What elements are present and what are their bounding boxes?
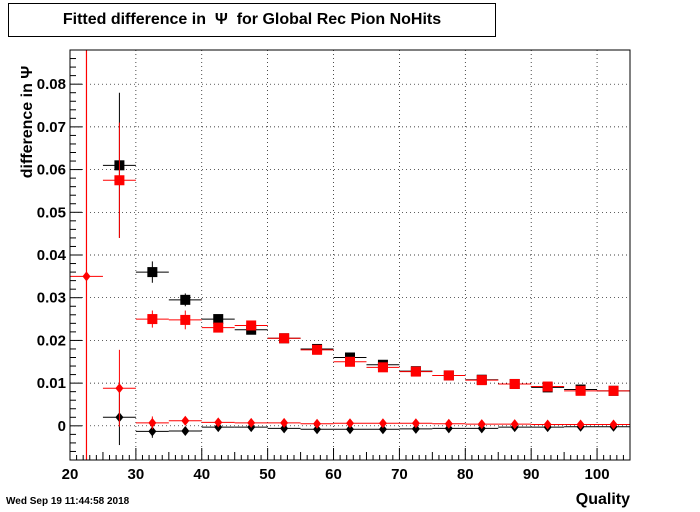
data-point-square [509,378,520,389]
chart-title-box: Fitted difference in Ψ for Global Rec Pi… [8,3,496,37]
x-tick-label: 20 [62,466,79,483]
y-tick-label: 0.07 [37,119,66,136]
x-tick-label: 30 [128,466,145,483]
data-point-diamond [148,417,157,428]
data-point-square [114,175,125,186]
y-axis-label: difference in Ψ [19,65,36,179]
x-tick-label: 40 [193,466,210,483]
x-tick-label: 100 [585,466,610,483]
data-point-diamond [543,419,552,430]
data-point-diamond [82,271,91,282]
x-tick-label: 90 [523,466,540,483]
data-point-square [443,370,454,381]
data-point-square [345,356,355,367]
data-point-square [377,362,388,373]
y-tick-label: 0.02 [37,332,66,349]
data-series [102,122,630,396]
data-series [102,92,630,396]
data-series [102,389,630,446]
data-point-diamond [411,418,420,429]
y-tick-label: 0.06 [37,162,66,179]
data-point-diamond [181,415,190,426]
axis-ticks: 20 30 40 50 60 70 80 90 100 0 0.01 0.02 0.03 0.04 0.05… [37,49,631,483]
data-point-diamond [444,418,453,429]
data-point-square [147,314,158,325]
data-point-diamond [346,418,354,429]
data-point-diamond [411,423,420,434]
data-point-diamond [576,419,585,430]
data-point-diamond [181,425,190,436]
data-point-square [213,322,224,333]
grid [70,50,630,460]
y-tick-label: 0.01 [37,375,66,392]
data-point-square [180,314,191,325]
data-point-diamond [280,423,289,434]
data-point-diamond [214,417,223,428]
chart-title: Fitted difference in Ψ for Global Rec Pi… [62,11,442,28]
data-point-diamond [313,418,322,429]
data-point-square [246,320,257,331]
x-tick-label: 50 [259,466,276,483]
data-point-square [542,381,553,392]
timestamp: Wed Sep 19 11:44:58 2018 [6,496,130,507]
data-point-diamond [609,419,618,430]
data-point-diamond [378,424,387,435]
data-point-diamond [510,419,519,430]
data-series [70,271,630,430]
data-point-square [147,267,158,278]
data-point-square [575,385,586,396]
data-point-diamond [378,418,387,429]
x-tick-label: 70 [391,466,408,483]
data-point-diamond [148,426,157,437]
data-point-square [410,366,421,377]
data-point-square [180,294,191,305]
data-point-diamond [247,417,256,428]
data-point-square [476,375,487,386]
data-point-square [213,314,224,325]
data-point-square [312,344,323,355]
data-point-diamond [477,419,486,430]
data-point-diamond [280,417,289,428]
data-point-square [608,385,619,396]
data-point-diamond [346,424,354,435]
x-axis-label: Quality [575,491,630,508]
y-tick-label: 0.04 [37,247,67,264]
y-tick-label: 0.03 [37,290,66,307]
data-point-diamond [313,424,322,435]
data-point-diamond [115,383,124,394]
data-layer [70,50,630,460]
plot-frame [69,49,631,461]
y-tick-label: 0 [58,418,66,435]
y-tick-label: 0.08 [37,76,66,93]
data-point-square [279,333,290,344]
x-tick-label: 80 [457,466,474,483]
y-tick-label: 0.05 [37,204,66,221]
x-tick-label: 60 [325,466,342,483]
